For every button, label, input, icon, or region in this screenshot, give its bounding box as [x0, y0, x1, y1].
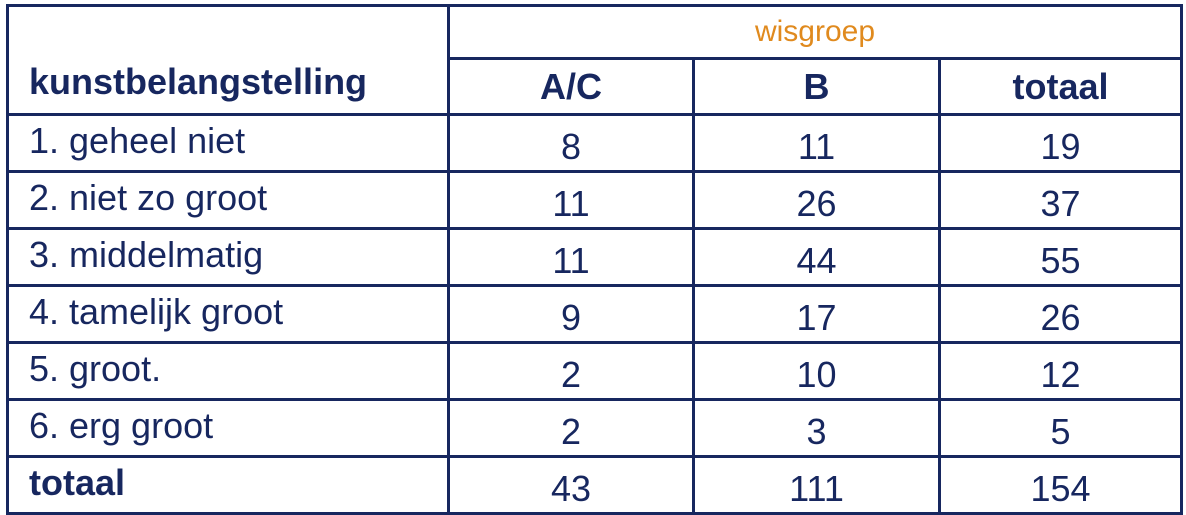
row-header: kunstbelangstelling	[6, 4, 450, 116]
cell-value: 10	[692, 341, 941, 401]
column-header: A/C	[447, 57, 695, 116]
data-row: 4. tamelijk groot 9 17 26	[6, 284, 1184, 344]
cell-value: 17	[692, 284, 941, 344]
row-label: 5. groot.	[6, 341, 450, 401]
cell-value: 5	[937, 398, 1184, 458]
cell-value: 19	[937, 113, 1184, 173]
data-table: kunstbelangstelling wisgroep A/C B totaa…	[6, 4, 1184, 515]
data-row: 3. middelmatig 11 44 55	[6, 227, 1184, 287]
cell-value: 9	[447, 284, 695, 344]
cell-value: 11	[447, 170, 695, 230]
row-label: 4. tamelijk groot	[6, 284, 450, 344]
data-row: 2. niet zo groot 11 26 37	[6, 170, 1184, 230]
column-header: totaal	[937, 57, 1184, 116]
column-header: B	[692, 57, 941, 116]
data-row: 5. groot. 2 10 12	[6, 341, 1184, 401]
data-row: 6. erg groot 2 3 5	[6, 398, 1184, 458]
cell-value: 12	[937, 341, 1184, 401]
total-row: totaal 43 111 154	[6, 455, 1184, 515]
row-label: totaal	[6, 455, 450, 515]
row-label: 6. erg groot	[6, 398, 450, 458]
group-header: wisgroep	[446, 4, 1184, 60]
cell-value: 44	[692, 227, 941, 287]
cell-value: 3	[692, 398, 941, 458]
cell-value: 154	[937, 455, 1184, 515]
cell-value: 43	[447, 455, 695, 515]
cell-value: 11	[447, 227, 695, 287]
cell-value: 2	[447, 398, 695, 458]
cell-value: 2	[447, 341, 695, 401]
cell-value: 55	[937, 227, 1184, 287]
cell-value: 8	[447, 113, 695, 173]
cell-value: 37	[937, 170, 1184, 230]
row-label: 1. geheel niet	[6, 113, 450, 173]
cell-value: 111	[692, 455, 941, 515]
table-body: kunstbelangstelling wisgroep A/C B totaa…	[6, 4, 1184, 515]
column-header-row: A/C B totaal	[8, 57, 1184, 116]
row-label: 2. niet zo groot	[6, 170, 450, 230]
header-row: kunstbelangstelling wisgroep	[6, 4, 1184, 116]
row-label: 3. middelmatig	[6, 227, 450, 287]
data-row: 1. geheel niet 8 11 19	[6, 113, 1184, 173]
cell-value: 26	[692, 170, 941, 230]
cell-value: 26	[937, 284, 1184, 344]
cell-value: 11	[692, 113, 941, 173]
